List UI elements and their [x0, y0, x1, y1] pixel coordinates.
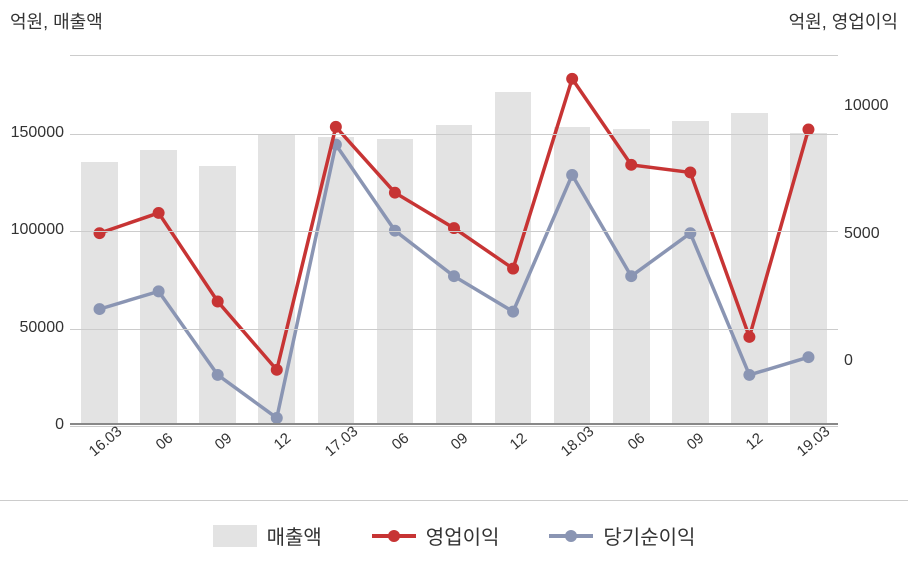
ytick-right-label: 5000 [844, 225, 904, 243]
legend-item-net-profit: 당기순이익 [549, 521, 695, 550]
gridline [70, 426, 838, 427]
legend-swatch-line [549, 534, 593, 538]
gridline [70, 329, 838, 330]
gridline [70, 134, 838, 135]
xtick-label: 17.03 [321, 423, 361, 460]
ytick-left-label: 150000 [4, 124, 64, 142]
legend: 매출액 영업이익 당기순이익 [0, 500, 908, 570]
bar-sales [790, 133, 827, 423]
bar-sales [318, 137, 355, 423]
bar-sales [436, 125, 473, 423]
xtick-label: 09 [448, 430, 472, 454]
xtick-label: 16.03 [85, 423, 125, 460]
xtick-label: 09 [684, 430, 708, 454]
bar-sales [554, 127, 591, 423]
legend-label: 매출액 [267, 521, 322, 550]
bar-sales [731, 113, 768, 423]
xtick-label: 19.03 [794, 423, 834, 460]
ytick-left-label: 0 [4, 416, 64, 434]
xtick-label: 18.03 [558, 423, 598, 460]
legend-item-operating-profit: 영업이익 [372, 521, 500, 550]
bar-sales [377, 139, 414, 423]
xtick-label: 06 [389, 430, 413, 454]
gridline [70, 231, 838, 232]
ytick-right-label: 10000 [844, 97, 904, 115]
legend-swatch-bar [213, 525, 257, 547]
xtick-label: 06 [152, 430, 176, 454]
ytick-left-label: 100000 [4, 221, 64, 239]
xtick-label: 09 [211, 430, 235, 454]
line-marker [330, 121, 342, 133]
xtick-label: 12 [743, 430, 767, 454]
ytick-left-label: 50000 [4, 319, 64, 337]
bar-sales [672, 121, 709, 423]
bar-sales [613, 129, 650, 423]
legend-swatch-line [372, 534, 416, 538]
right-axis-title: 억원, 영업이익 [789, 8, 898, 34]
bar-sales [199, 166, 236, 423]
xtick-label: 06 [625, 430, 649, 454]
legend-label: 영업이익 [426, 521, 500, 550]
bar-sales [140, 150, 177, 423]
bar-sales [81, 162, 118, 423]
legend-label: 당기순이익 [603, 521, 695, 550]
bar-sales [495, 92, 532, 423]
xtick-label: 12 [507, 430, 531, 454]
plot-area [70, 55, 838, 425]
chart-container: 억원, 매출액 억원, 영업이익 0 50000 100000 150000 0 500… [0, 0, 908, 580]
bar-sales [258, 135, 295, 423]
xtick-label: 12 [270, 430, 294, 454]
ytick-right-label: 0 [844, 352, 904, 370]
line-marker [566, 73, 578, 85]
legend-item-sales: 매출액 [213, 521, 322, 550]
left-axis-title: 억원, 매출액 [10, 8, 103, 34]
